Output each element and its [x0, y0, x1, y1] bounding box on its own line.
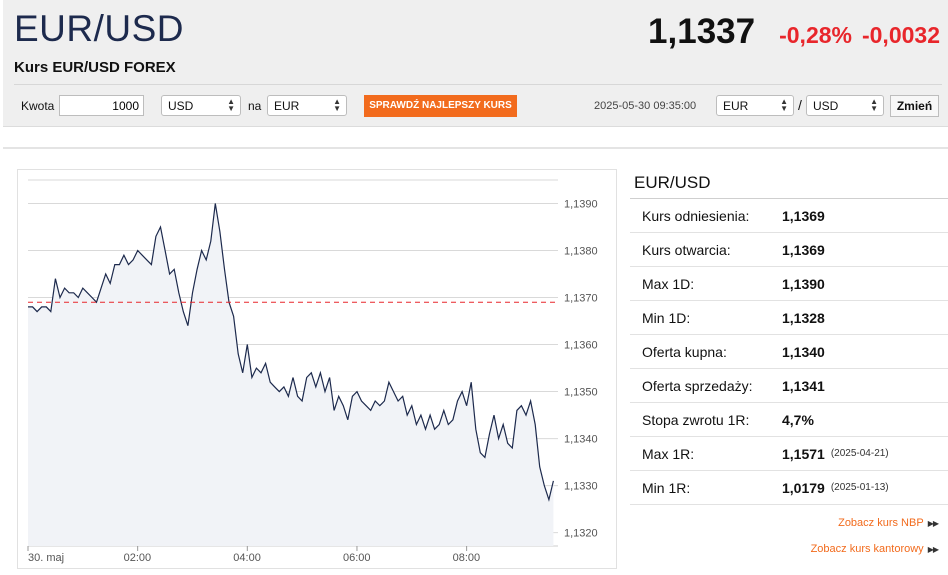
- info-row: Kurs odniesienia: 1,1369: [630, 199, 948, 233]
- y-tick-label: 1,1340: [564, 434, 598, 446]
- info-row-label: Max 1D:: [642, 275, 695, 292]
- x-tick-label: 06:00: [343, 552, 371, 564]
- y-tick-label: 1,1320: [564, 528, 598, 540]
- info-row-value: 1,1390: [782, 275, 825, 292]
- y-tick-label: 1,1330: [564, 481, 598, 493]
- info-row-label: Min 1R:: [642, 479, 691, 496]
- updown-arrow-icon: ▲ ▼: [870, 97, 878, 113]
- y-tick-label: 1,1390: [564, 199, 598, 211]
- change-absolute: -0,0032: [861, 22, 940, 48]
- page-subtitle: Kurs EUR/USD FOREX: [14, 59, 176, 76]
- info-row: Max 1R: 1,1571 (2025-04-21): [630, 437, 948, 471]
- header-divider: [14, 84, 942, 85]
- from-currency-value: USD: [168, 99, 194, 113]
- info-row: Oferta sprzedaży: 1,1341: [630, 369, 948, 403]
- pair-quote-select[interactable]: USD ▲ ▼: [806, 95, 884, 116]
- price-area: [28, 203, 554, 546]
- check-best-rate-button[interactable]: SPRAWDŹ NAJLEPSZY KURS: [364, 95, 517, 117]
- info-row: Stopa zwrotu 1R: 4,7%: [630, 403, 948, 437]
- price-line: [28, 203, 554, 502]
- info-row-value: 1,1341: [782, 377, 825, 394]
- change-percent: -0,28%: [779, 22, 852, 48]
- price-chart: 1,1390 1,1380 1,1370 1,1360 1,1350 1,1340 1,13…: [17, 169, 617, 569]
- main-content: 1,1390 1,1380 1,1370 1,1360 1,1350 1,1340 1,13…: [3, 147, 948, 569]
- change-pair-button[interactable]: Zmień: [890, 95, 939, 117]
- quote-summary: 1,1337 -0,28% -0,0032: [648, 12, 940, 52]
- quote-header: EUR/USD Kurs EUR/USD FOREX 1,1337 -0,28%…: [3, 0, 948, 127]
- info-row: Max 1D: 1,1390: [630, 267, 948, 301]
- to-currency-value: EUR: [274, 99, 300, 113]
- info-row-value: 1,1369: [782, 241, 825, 258]
- y-tick-label: 1,1380: [564, 246, 598, 258]
- pair-base-value: EUR: [723, 99, 749, 113]
- exchange-rate-link[interactable]: Zobacz kurs kantorowy ▶▶: [810, 543, 939, 555]
- info-row-label: Kurs otwarcia:: [642, 241, 731, 258]
- pair-base-select[interactable]: EUR ▲ ▼: [716, 95, 794, 116]
- pair-slash: /: [798, 97, 802, 113]
- info-row-value: 1,1571: [782, 445, 825, 462]
- info-row-label: Kurs odniesienia:: [642, 207, 750, 224]
- price-chart-svg: 1,1390 1,1380 1,1370 1,1360 1,1350 1,1340 1,13…: [27, 179, 598, 564]
- quote-datetime: 2025-05-30 09:35:00: [594, 100, 697, 112]
- nbp-rate-link-label: Zobacz kurs NBP: [838, 517, 924, 529]
- info-row-date: (2025-01-13): [830, 482, 889, 493]
- x-tick-label: 30. maj: [28, 552, 64, 564]
- page-title: EUR/USD: [14, 8, 185, 49]
- info-row-value: 1,1369: [782, 207, 825, 224]
- info-row-label: Max 1R:: [642, 445, 695, 462]
- nbp-rate-link[interactable]: Zobacz kurs NBP ▶▶: [838, 517, 939, 529]
- updown-arrow-icon: ▲ ▼: [333, 97, 341, 113]
- x-tick-label: 04:00: [233, 552, 261, 564]
- info-row-value: 1,0179: [782, 479, 825, 496]
- info-row-date: (2025-04-21): [830, 448, 889, 459]
- y-tick-label: 1,1370: [564, 293, 598, 305]
- info-row-value: 1,1340: [782, 343, 825, 360]
- y-tick-label: 1,1360: [564, 340, 598, 352]
- info-row-label: Oferta sprzedaży:: [642, 377, 753, 394]
- from-currency-select[interactable]: USD ▲ ▼: [161, 95, 241, 116]
- info-row: Min 1R: 1,0179 (2025-01-13): [630, 471, 948, 505]
- to-currency-select[interactable]: EUR ▲ ▼: [267, 95, 347, 116]
- info-row: Oferta kupna: 1,1340: [630, 335, 948, 369]
- info-row-label: Min 1D:: [642, 309, 691, 326]
- info-row: Min 1D: 1,1328: [630, 301, 948, 335]
- double-arrow-icon: ▶▶: [927, 519, 939, 528]
- double-arrow-icon: ▶▶: [927, 545, 939, 554]
- info-row-label: Oferta kupna:: [642, 343, 727, 360]
- current-price: 1,1337: [648, 12, 756, 51]
- info-row: Kurs otwarcia: 1,1369: [630, 233, 948, 267]
- info-panel: EUR/USD Kurs odniesienia: 1,1369 Kurs otwa…: [630, 171, 948, 555]
- amount-label: Kwota: [21, 99, 55, 113]
- info-row-label: Stopa zwrotu 1R:: [642, 411, 750, 428]
- pair-quote-value: USD: [813, 99, 839, 113]
- updown-arrow-icon: ▲ ▼: [780, 97, 788, 113]
- x-tick-label: 08:00: [453, 552, 481, 564]
- to-label: na: [248, 99, 262, 113]
- exchange-rate-link-label: Zobacz kurs kantorowy: [810, 543, 924, 555]
- info-title: EUR/USD: [630, 171, 948, 199]
- x-tick-label: 02:00: [124, 552, 152, 564]
- amount-input[interactable]: [59, 95, 144, 116]
- info-table: Kurs odniesienia: 1,1369 Kurs otwarcia: 1,1…: [630, 199, 948, 505]
- updown-arrow-icon: ▲ ▼: [227, 97, 235, 113]
- y-tick-label: 1,1350: [564, 387, 598, 399]
- converter-toolbar: Kwota USD ▲▼ na EUR ▲▼ SPRAWDŹ NAJLEPSZY…: [3, 94, 948, 120]
- info-row-value: 1,1328: [782, 309, 825, 326]
- info-row-value: 4,7%: [782, 411, 814, 428]
